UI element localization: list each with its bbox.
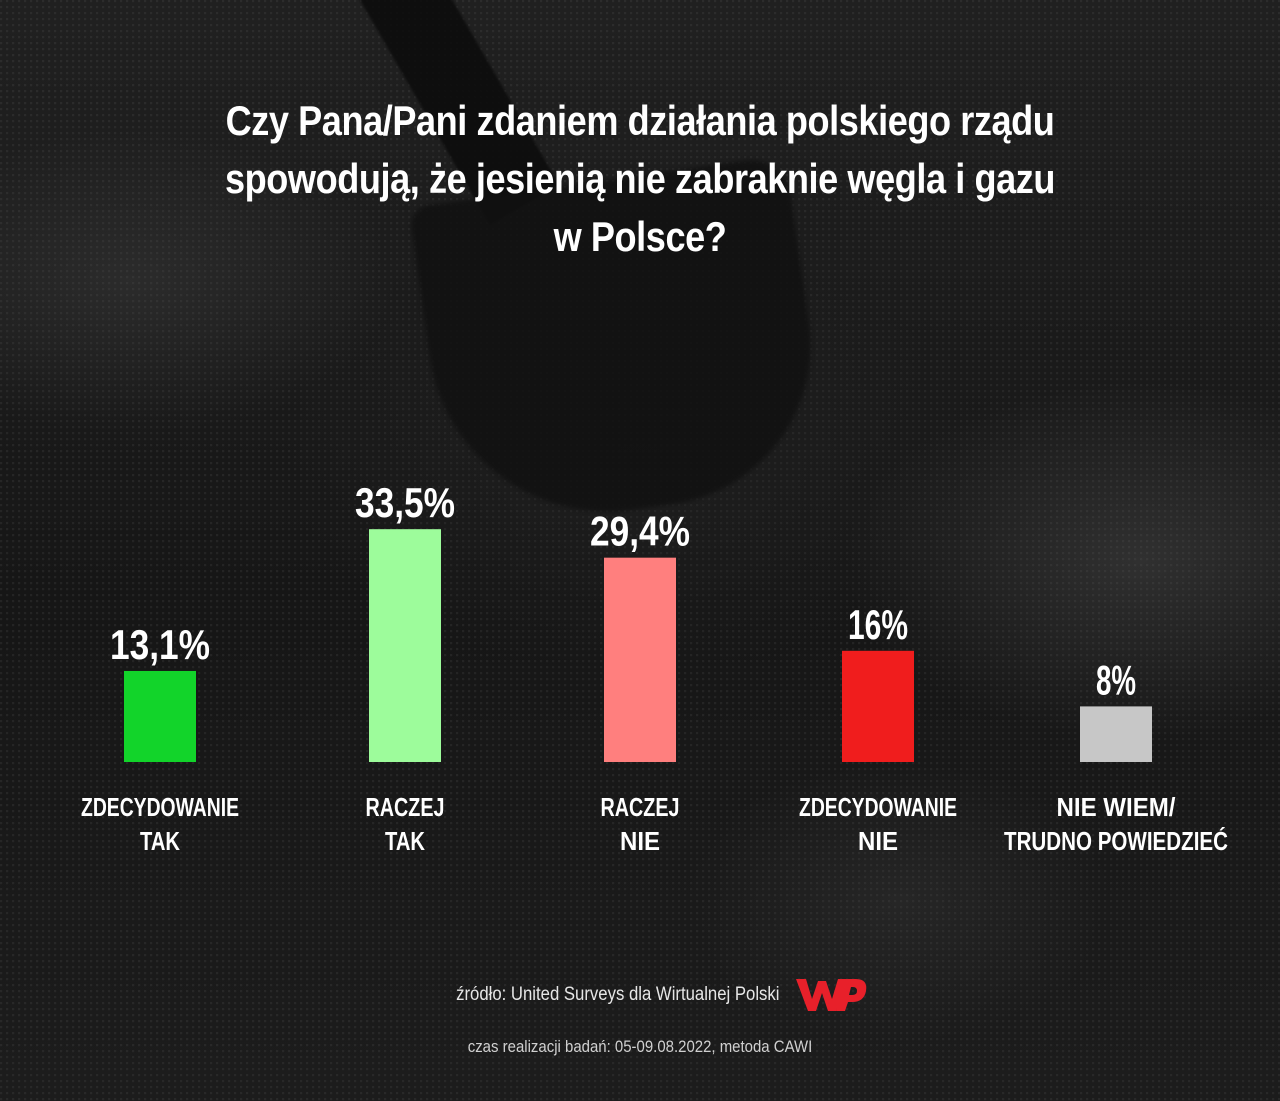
chart-title-line: spowodują, że jesienią nie zabraknie węg… <box>224 155 1056 202</box>
category-label: TRUDNO POWIEDZIEĆ <box>1004 826 1228 856</box>
bar <box>369 529 441 762</box>
bar <box>604 557 676 762</box>
bar-value-label: 16% <box>848 601 908 648</box>
category-label: RACZEJ <box>601 792 680 822</box>
bar-value-label: 8% <box>1096 656 1136 703</box>
source-text: źródło: United Surveys dla Wirtualnej Po… <box>456 984 780 1005</box>
category-label: ZDECYDOWANIE <box>799 792 957 822</box>
category-label: ZDECYDOWANIE <box>81 792 239 822</box>
bar <box>1080 706 1152 762</box>
source-row: źródło: United Surveys dla Wirtualnej Po… <box>0 975 1280 1015</box>
category-label: NIE <box>858 826 898 856</box>
bar-value-label: 33,5% <box>355 479 455 526</box>
chart-title: Czy Pana/Pani zdaniem działania polskieg… <box>141 92 1139 266</box>
bar-value-label: 13,1% <box>110 621 210 668</box>
chart-title-line: w Polsce? <box>553 213 727 260</box>
category-label: TAK <box>385 826 425 856</box>
bar <box>124 670 196 762</box>
category-label: TAK <box>140 826 180 856</box>
bar <box>842 650 914 762</box>
category-label: RACZEJ <box>366 792 445 822</box>
bar-value-label: 29,4% <box>590 508 690 555</box>
chart-title-line: Czy Pana/Pani zdaniem działania polskieg… <box>225 97 1055 144</box>
category-label: NIE WIEM/ <box>1057 792 1176 822</box>
survey-date-method: czas realizacji badań: 05-09.08.2022, me… <box>467 1037 813 1056</box>
wp-logo <box>795 979 867 1011</box>
category-label: NIE <box>620 826 660 856</box>
